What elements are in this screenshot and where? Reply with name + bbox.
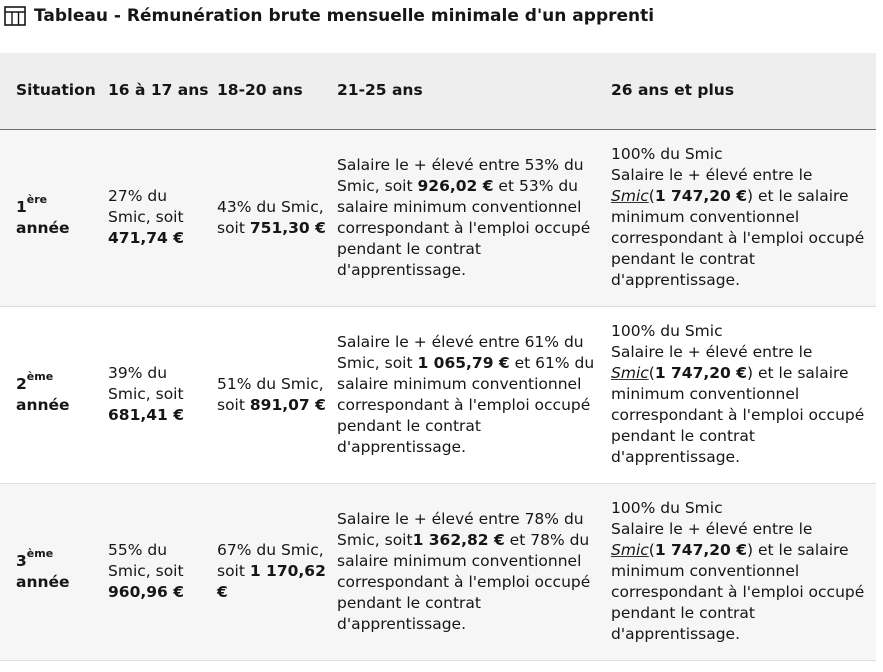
table-row: 2ème année 39% du Smic, soit 681,41 € 51…	[0, 306, 876, 484]
cell-age-16-17: 55% du Smic, soit 960,96 €	[104, 483, 217, 661]
amount: 891,07 €	[249, 395, 326, 414]
amount: 681,41 €	[108, 406, 184, 424]
table-caption: Tableau - Rémunération brute mensuelle m…	[4, 6, 654, 26]
cell-age-16-17: 39% du Smic, soit 681,41 €	[104, 306, 217, 484]
amount: 1 362,82 €	[412, 530, 505, 549]
header-age-18-20: 18-20 ans	[217, 53, 337, 130]
amount: 471,74 €	[108, 229, 184, 247]
amount: 1 065,79 €	[417, 353, 510, 372]
cell-age-16-17: 27% du Smic, soit 471,74 €	[104, 129, 217, 307]
table-row: 3ème année 55% du Smic, soit 960,96 € 67…	[0, 483, 876, 661]
apprentice-wage-table: Situation 16 à 17 ans 18-20 ans 21-25 an…	[0, 53, 876, 661]
cell-age-26-plus: 100% du Smic Salaire le + élevé entre le…	[611, 306, 876, 484]
smic-link[interactable]: Smic	[611, 364, 649, 382]
table-title: Tableau - Rémunération brute mensuelle m…	[34, 6, 655, 26]
cell-age-26-plus: 100% du Smic Salaire le + élevé entre le…	[611, 129, 876, 307]
header-age-26-plus: 26 ans et plus	[611, 53, 876, 130]
table-icon	[4, 6, 26, 26]
smic-link[interactable]: Smic	[611, 541, 649, 559]
cell-age-21-25: Salaire le + élevé entre 53% du Smic, so…	[337, 129, 611, 307]
situation-cell: 3ème année	[0, 483, 104, 661]
cell-age-18-20: 51% du Smic, soit 891,07 €	[217, 306, 337, 484]
table-row: 1ère année 27% du Smic, soit 471,74 € 43…	[0, 129, 876, 307]
header-age-16-17: 16 à 17 ans	[104, 53, 217, 130]
header-age-21-25: 21-25 ans	[337, 53, 611, 130]
amount: 926,02 €	[417, 176, 494, 195]
situation-cell: 2ème année	[0, 306, 104, 484]
amount: 751,30 €	[249, 218, 326, 237]
table-header-row: Situation 16 à 17 ans 18-20 ans 21-25 an…	[0, 53, 876, 130]
cell-age-21-25: Salaire le + élevé entre 61% du Smic, so…	[337, 306, 611, 484]
header-situation: Situation	[0, 53, 104, 130]
amount: 1 747,20 €	[654, 541, 748, 559]
cell-age-18-20: 67% du Smic, soit 1 170,62 €	[217, 483, 337, 661]
amount: 1 747,20 €	[654, 187, 748, 205]
cell-age-26-plus: 100% du Smic Salaire le + élevé entre le…	[611, 483, 876, 661]
cell-age-18-20: 43% du Smic, soit 751,30 €	[217, 129, 337, 307]
situation-cell: 1ère année	[0, 129, 104, 307]
amount: 1 170,62 €	[217, 562, 326, 601]
amount: 960,96 €	[108, 583, 184, 601]
cell-age-21-25: Salaire le + élevé entre 78% du Smic, so…	[337, 483, 611, 661]
smic-link[interactable]: Smic	[611, 187, 649, 205]
amount: 1 747,20 €	[654, 364, 748, 382]
